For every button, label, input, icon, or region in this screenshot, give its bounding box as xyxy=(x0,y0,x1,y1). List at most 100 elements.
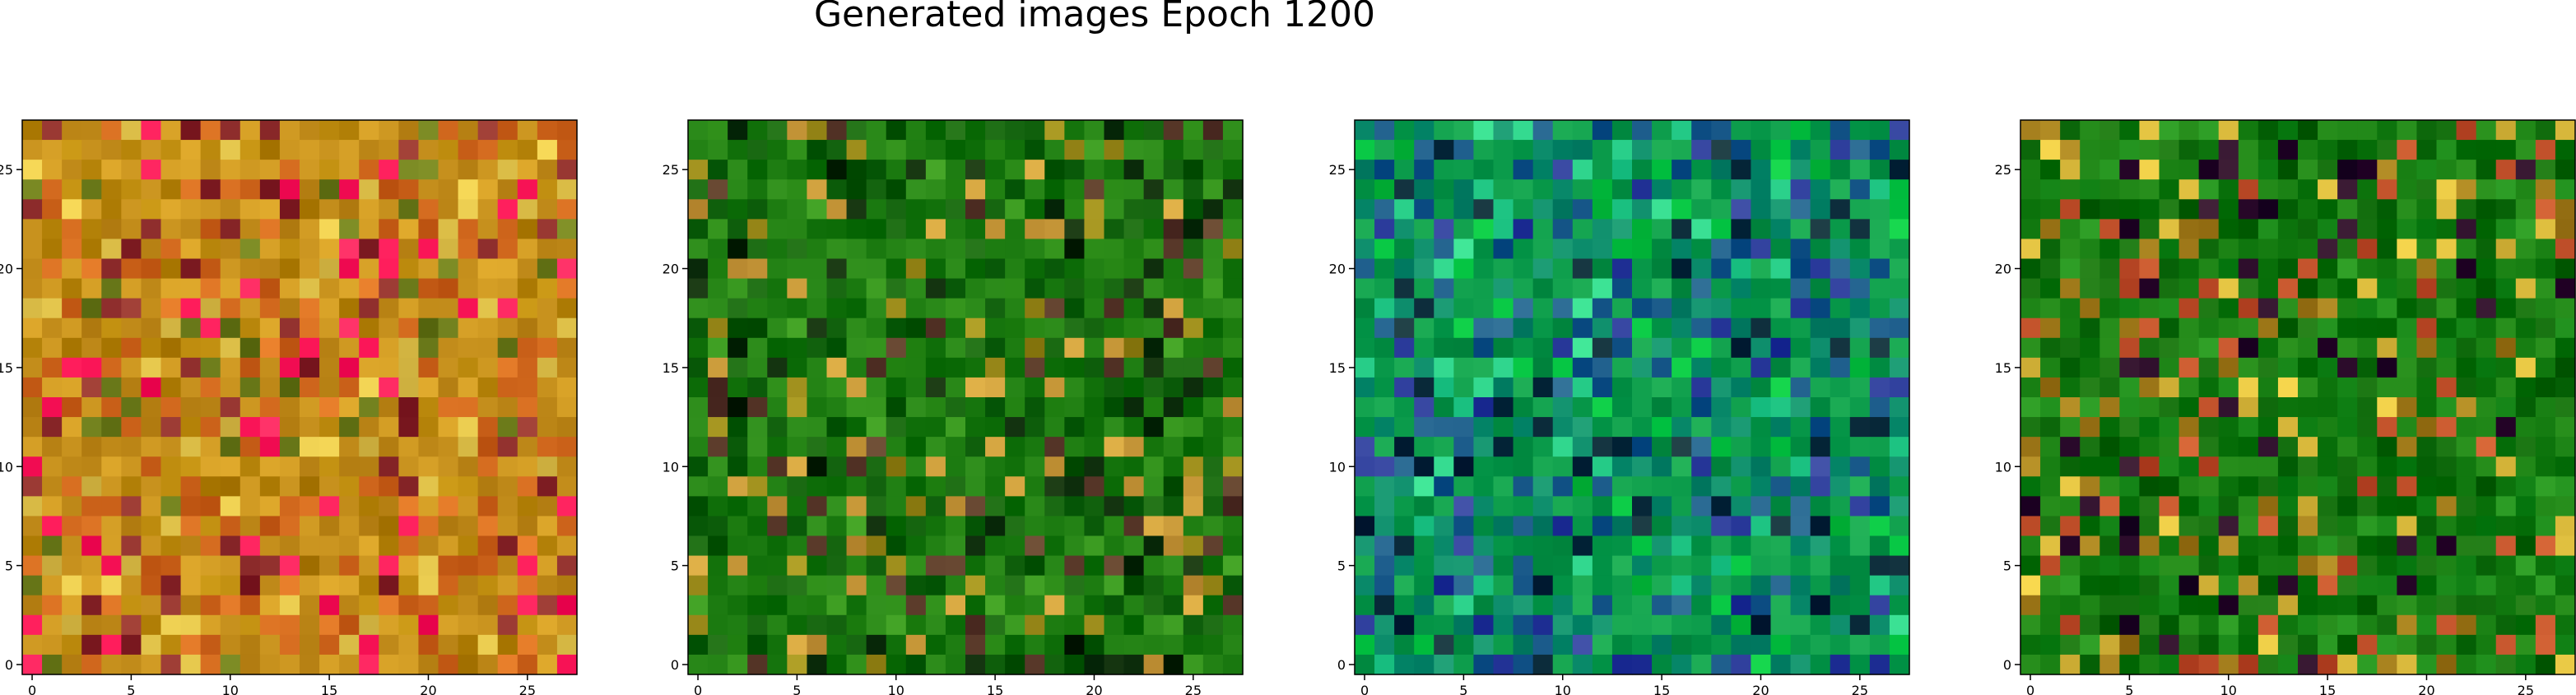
pixel-cell xyxy=(985,199,1006,220)
pixel-cell xyxy=(2456,535,2477,557)
x-tick-label: 0 xyxy=(1360,683,1369,695)
pixel-cell xyxy=(1355,337,1375,359)
pixel-cell xyxy=(2060,160,2081,180)
pixel-cell xyxy=(1453,120,1475,141)
pixel-cell xyxy=(319,337,340,359)
pixel-cell xyxy=(866,199,887,220)
pixel-cell xyxy=(160,496,182,517)
pixel-cell xyxy=(160,278,182,299)
pixel-cell xyxy=(866,278,887,299)
pixel-cell xyxy=(1790,397,1811,418)
pixel-cell xyxy=(438,516,459,537)
pixel-cell xyxy=(905,357,927,378)
pixel-cell xyxy=(965,516,986,537)
pixel-cell xyxy=(1493,614,1514,636)
pixel-cell xyxy=(2159,120,2180,141)
pixel-cell xyxy=(537,258,558,280)
pixel-cell xyxy=(121,437,142,457)
pixel-cell xyxy=(886,278,907,299)
pixel-cell xyxy=(1025,496,1045,517)
pixel-cell xyxy=(1005,397,1025,418)
pixel-cell xyxy=(141,634,162,656)
pixel-cell xyxy=(866,160,887,180)
pixel-cell xyxy=(1770,179,1792,200)
pixel-cell xyxy=(846,377,867,398)
pixel-cell xyxy=(1632,199,1653,220)
pixel-cell xyxy=(2119,160,2141,180)
pixel-cell xyxy=(81,120,102,141)
pixel-cell xyxy=(1532,160,1554,180)
pixel-cell xyxy=(2357,337,2378,359)
pixel-cell xyxy=(2178,120,2200,141)
pixel-cell xyxy=(1731,535,1752,557)
pixel-cell xyxy=(42,437,63,457)
pixel-cell xyxy=(1691,496,1712,517)
pixel-cell xyxy=(905,317,927,339)
pixel-cell xyxy=(279,654,300,675)
pixel-cell xyxy=(1084,258,1105,280)
pixel-cell xyxy=(965,476,986,497)
pixel-cell xyxy=(708,298,728,319)
pixel-cell xyxy=(1869,535,1890,557)
pixel-cell xyxy=(1473,199,1495,220)
pixel-cell xyxy=(807,317,828,339)
pixel-cell xyxy=(905,417,927,438)
pixel-cell xyxy=(537,120,558,141)
pixel-cell xyxy=(1123,160,1145,180)
pixel-cell xyxy=(826,239,848,260)
pixel-cell xyxy=(2337,437,2358,457)
pixel-cell xyxy=(1751,357,1772,378)
pixel-cell xyxy=(2099,476,2120,497)
pixel-cell xyxy=(101,199,122,220)
pixel-cell xyxy=(925,219,946,240)
pixel-cell xyxy=(1025,654,1045,675)
pixel-cell xyxy=(1414,397,1434,418)
pixel-cell xyxy=(1025,575,1045,596)
pixel-cell xyxy=(2139,456,2160,477)
pixel-cell xyxy=(2456,357,2477,378)
pixel-cell xyxy=(398,634,420,656)
pixel-cell xyxy=(2357,160,2378,180)
pixel-cell xyxy=(259,437,281,457)
pixel-cell xyxy=(747,535,768,557)
pixel-cell xyxy=(1493,476,1514,497)
pixel-cell xyxy=(1672,476,1692,497)
pixel-cell xyxy=(2198,595,2220,616)
pixel-cell xyxy=(81,219,102,240)
pixel-cell xyxy=(2060,535,2081,557)
pixel-cell xyxy=(1711,654,1732,675)
pixel-cell xyxy=(537,496,558,517)
pixel-cell xyxy=(2277,199,2299,220)
pixel-cell xyxy=(121,140,142,160)
pixel-cell xyxy=(1552,278,1574,299)
pixel-cell xyxy=(1849,456,1871,477)
pixel-cell xyxy=(2298,476,2318,497)
pixel-cell xyxy=(1434,516,1454,537)
pixel-cell xyxy=(1552,575,1574,596)
pixel-cell xyxy=(1889,496,1910,517)
pixel-cell xyxy=(747,337,768,359)
pixel-cell xyxy=(2318,614,2338,636)
pixel-cell xyxy=(2238,456,2259,477)
axes-frame xyxy=(21,119,578,675)
pixel-cell xyxy=(2080,199,2100,220)
pixel-cell xyxy=(1025,317,1045,339)
pixel-cell xyxy=(220,555,241,577)
pixel-cell xyxy=(688,476,709,497)
pixel-cell xyxy=(239,575,261,596)
pixel-cell xyxy=(1592,516,1613,537)
pixel-cell xyxy=(339,496,360,517)
pixel-cell xyxy=(1810,397,1831,418)
pixel-cell xyxy=(886,575,907,596)
pixel-cell xyxy=(2298,555,2318,577)
pixel-cell xyxy=(556,654,578,675)
pixel-cell xyxy=(2198,140,2220,160)
pixel-cell xyxy=(1163,575,1184,596)
pixel-cell xyxy=(1202,140,1224,160)
pixel-cell xyxy=(2277,437,2299,457)
pixel-cell xyxy=(1672,199,1692,220)
pixel-cell xyxy=(945,654,966,675)
pixel-cell xyxy=(359,555,379,577)
pixel-cell xyxy=(300,239,320,260)
pixel-cell xyxy=(1005,496,1025,517)
